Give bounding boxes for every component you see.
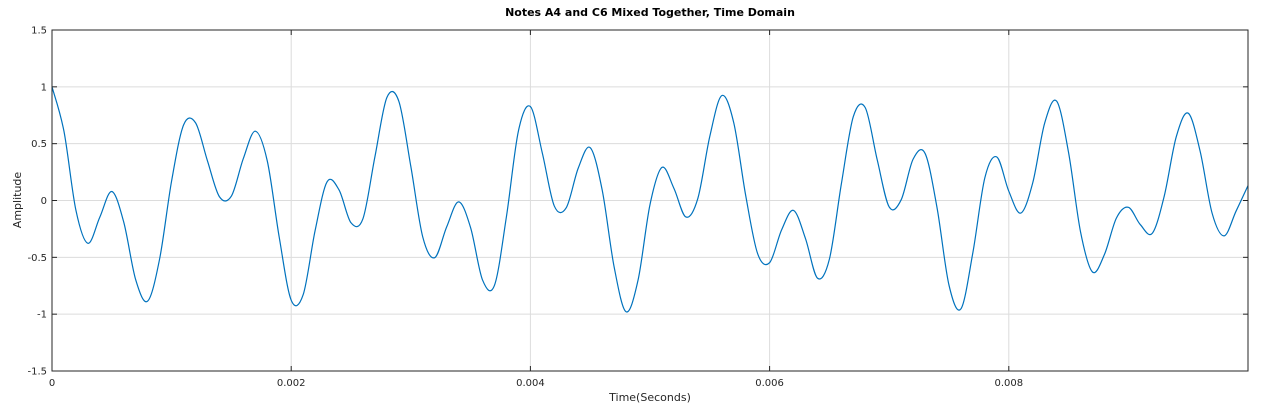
y-tick-label: -1 (37, 310, 47, 321)
y-tick-label: -1.5 (27, 367, 47, 378)
plot-series (51, 86, 1249, 313)
x-tick-label: 0.006 (755, 378, 784, 389)
grid (51, 29, 1248, 372)
series-line (51, 86, 1249, 313)
y-tick-label: 1.5 (31, 26, 47, 37)
y-tick-label: 0.5 (31, 139, 47, 150)
y-tick-label: 0 (41, 196, 47, 207)
x-tick-label: 0 (49, 378, 55, 389)
y-axis-label: Amplitude (11, 172, 24, 229)
x-tick-label: 0.008 (994, 378, 1023, 389)
y-tick-label: -0.5 (27, 253, 47, 264)
x-tick-label: 0.002 (277, 378, 306, 389)
y-tick-label: 1 (41, 82, 47, 93)
chart-title: Notes A4 and C6 Mixed Together, Time Dom… (505, 6, 795, 19)
x-axis-label: Time(Seconds) (608, 391, 691, 404)
plot-area (51, 29, 1249, 372)
ticks: 0 0.002 0.004 0.006 0.008 -1.5 -1 -0.5 0 0.5 1 1.5 (27, 26, 1248, 389)
x-tick-label: 0.004 (516, 378, 545, 389)
